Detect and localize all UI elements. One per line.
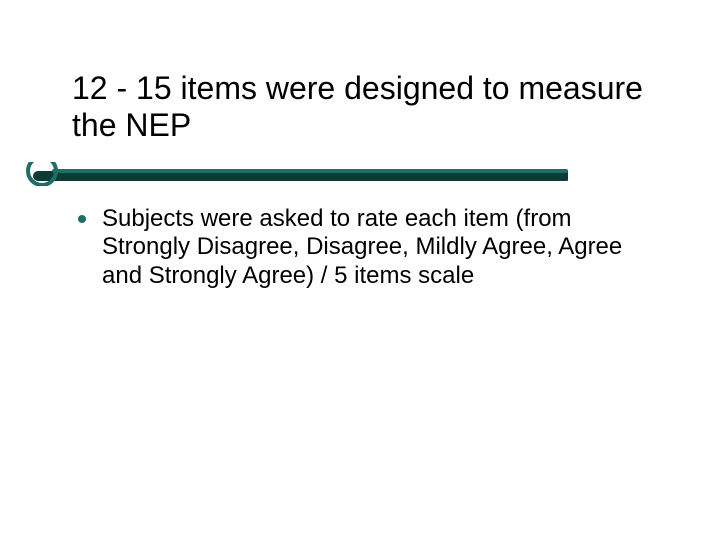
bullet-icon xyxy=(78,215,86,223)
slide: 12 - 15 items were designed to measure t… xyxy=(0,0,720,540)
title-underline xyxy=(0,162,568,180)
slide-body: Subjects were asked to rate each item (f… xyxy=(78,205,648,290)
slide-title: 12 - 15 items were designed to measure t… xyxy=(72,70,652,144)
bullet-text: Subjects were asked to rate each item (f… xyxy=(102,205,648,290)
bullet-item: Subjects were asked to rate each item (f… xyxy=(78,205,648,290)
